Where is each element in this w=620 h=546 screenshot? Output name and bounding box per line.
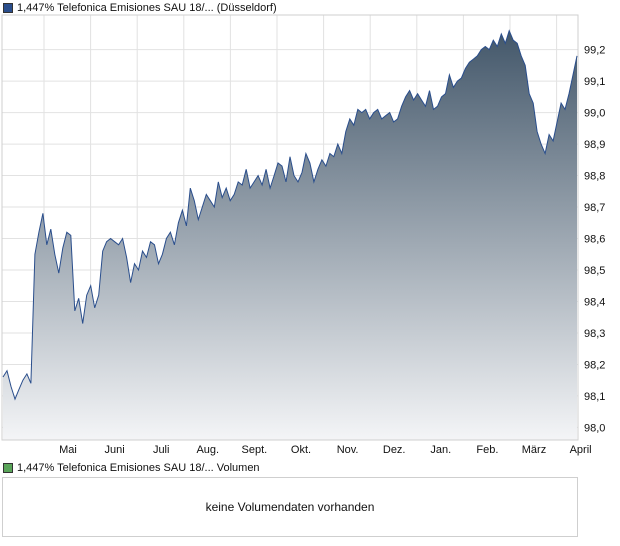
price-chart[interactable]: 98,0 98,1 98,2 98,3 98,4 98,5 98,6 98,7 98,8 98,9… xyxy=(0,0,620,460)
x-tick-label: April xyxy=(570,444,592,456)
y-tick-label: 99,2 xyxy=(584,45,605,57)
price-area xyxy=(3,30,577,440)
price-legend: 1,447% Telefonica Emisiones SAU 18/... (… xyxy=(3,1,277,15)
x-axis: Mai Juni Juli Aug. Sept. Okt. Nov. Dez. Jan. Feb.… xyxy=(59,444,591,456)
plot-frame xyxy=(1,14,579,441)
y-tick-label: 98,5 xyxy=(584,265,605,277)
x-tick-label: Aug. xyxy=(196,444,219,456)
x-tick-label: Dez. xyxy=(383,444,406,456)
y-tick-label: 98,6 xyxy=(584,234,605,246)
y-tick-label: 99,0 xyxy=(584,108,605,120)
x-tick-label: Okt. xyxy=(291,444,311,456)
volume-empty-message: keine Volumendaten vorhanden xyxy=(205,500,375,514)
y-tick-label: 98,0 xyxy=(584,422,605,434)
y-tick-label: 98,9 xyxy=(584,139,605,151)
price-legend-label: 1,447% Telefonica Emisiones SAU 18/... (… xyxy=(17,2,277,14)
y-tick-label: 98,2 xyxy=(584,359,605,371)
y-tick-label: 98,7 xyxy=(584,202,605,214)
x-tick-label: Mai xyxy=(59,444,77,456)
x-tick-label: Jan. xyxy=(430,444,451,456)
y-tick-label: 98,1 xyxy=(584,391,605,403)
x-tick-label: Juni xyxy=(105,444,125,456)
price-legend-swatch xyxy=(3,3,13,13)
x-tick-label: Feb. xyxy=(476,444,498,456)
volume-legend: 1,447% Telefonica Emisiones SAU 18/... V… xyxy=(3,461,260,475)
x-tick-label: Juli xyxy=(153,444,170,456)
x-tick-label: Nov. xyxy=(337,444,359,456)
y-tick-label: 98,8 xyxy=(584,171,605,183)
volume-panel: keine Volumendaten vorhanden xyxy=(2,477,578,537)
x-tick-label: März xyxy=(522,444,546,456)
y-tick-label: 98,3 xyxy=(584,328,605,340)
price-line xyxy=(2,29,578,401)
x-tick-label: Sept. xyxy=(242,444,268,456)
volume-legend-swatch xyxy=(3,463,13,473)
y-axis: 98,0 98,1 98,2 98,3 98,4 98,5 98,6 98,7 98,8 98,9… xyxy=(584,45,605,435)
y-tick-label: 98,4 xyxy=(584,296,605,308)
y-tick-label: 99,1 xyxy=(584,76,605,88)
volume-legend-label: 1,447% Telefonica Emisiones SAU 18/... V… xyxy=(17,462,260,474)
